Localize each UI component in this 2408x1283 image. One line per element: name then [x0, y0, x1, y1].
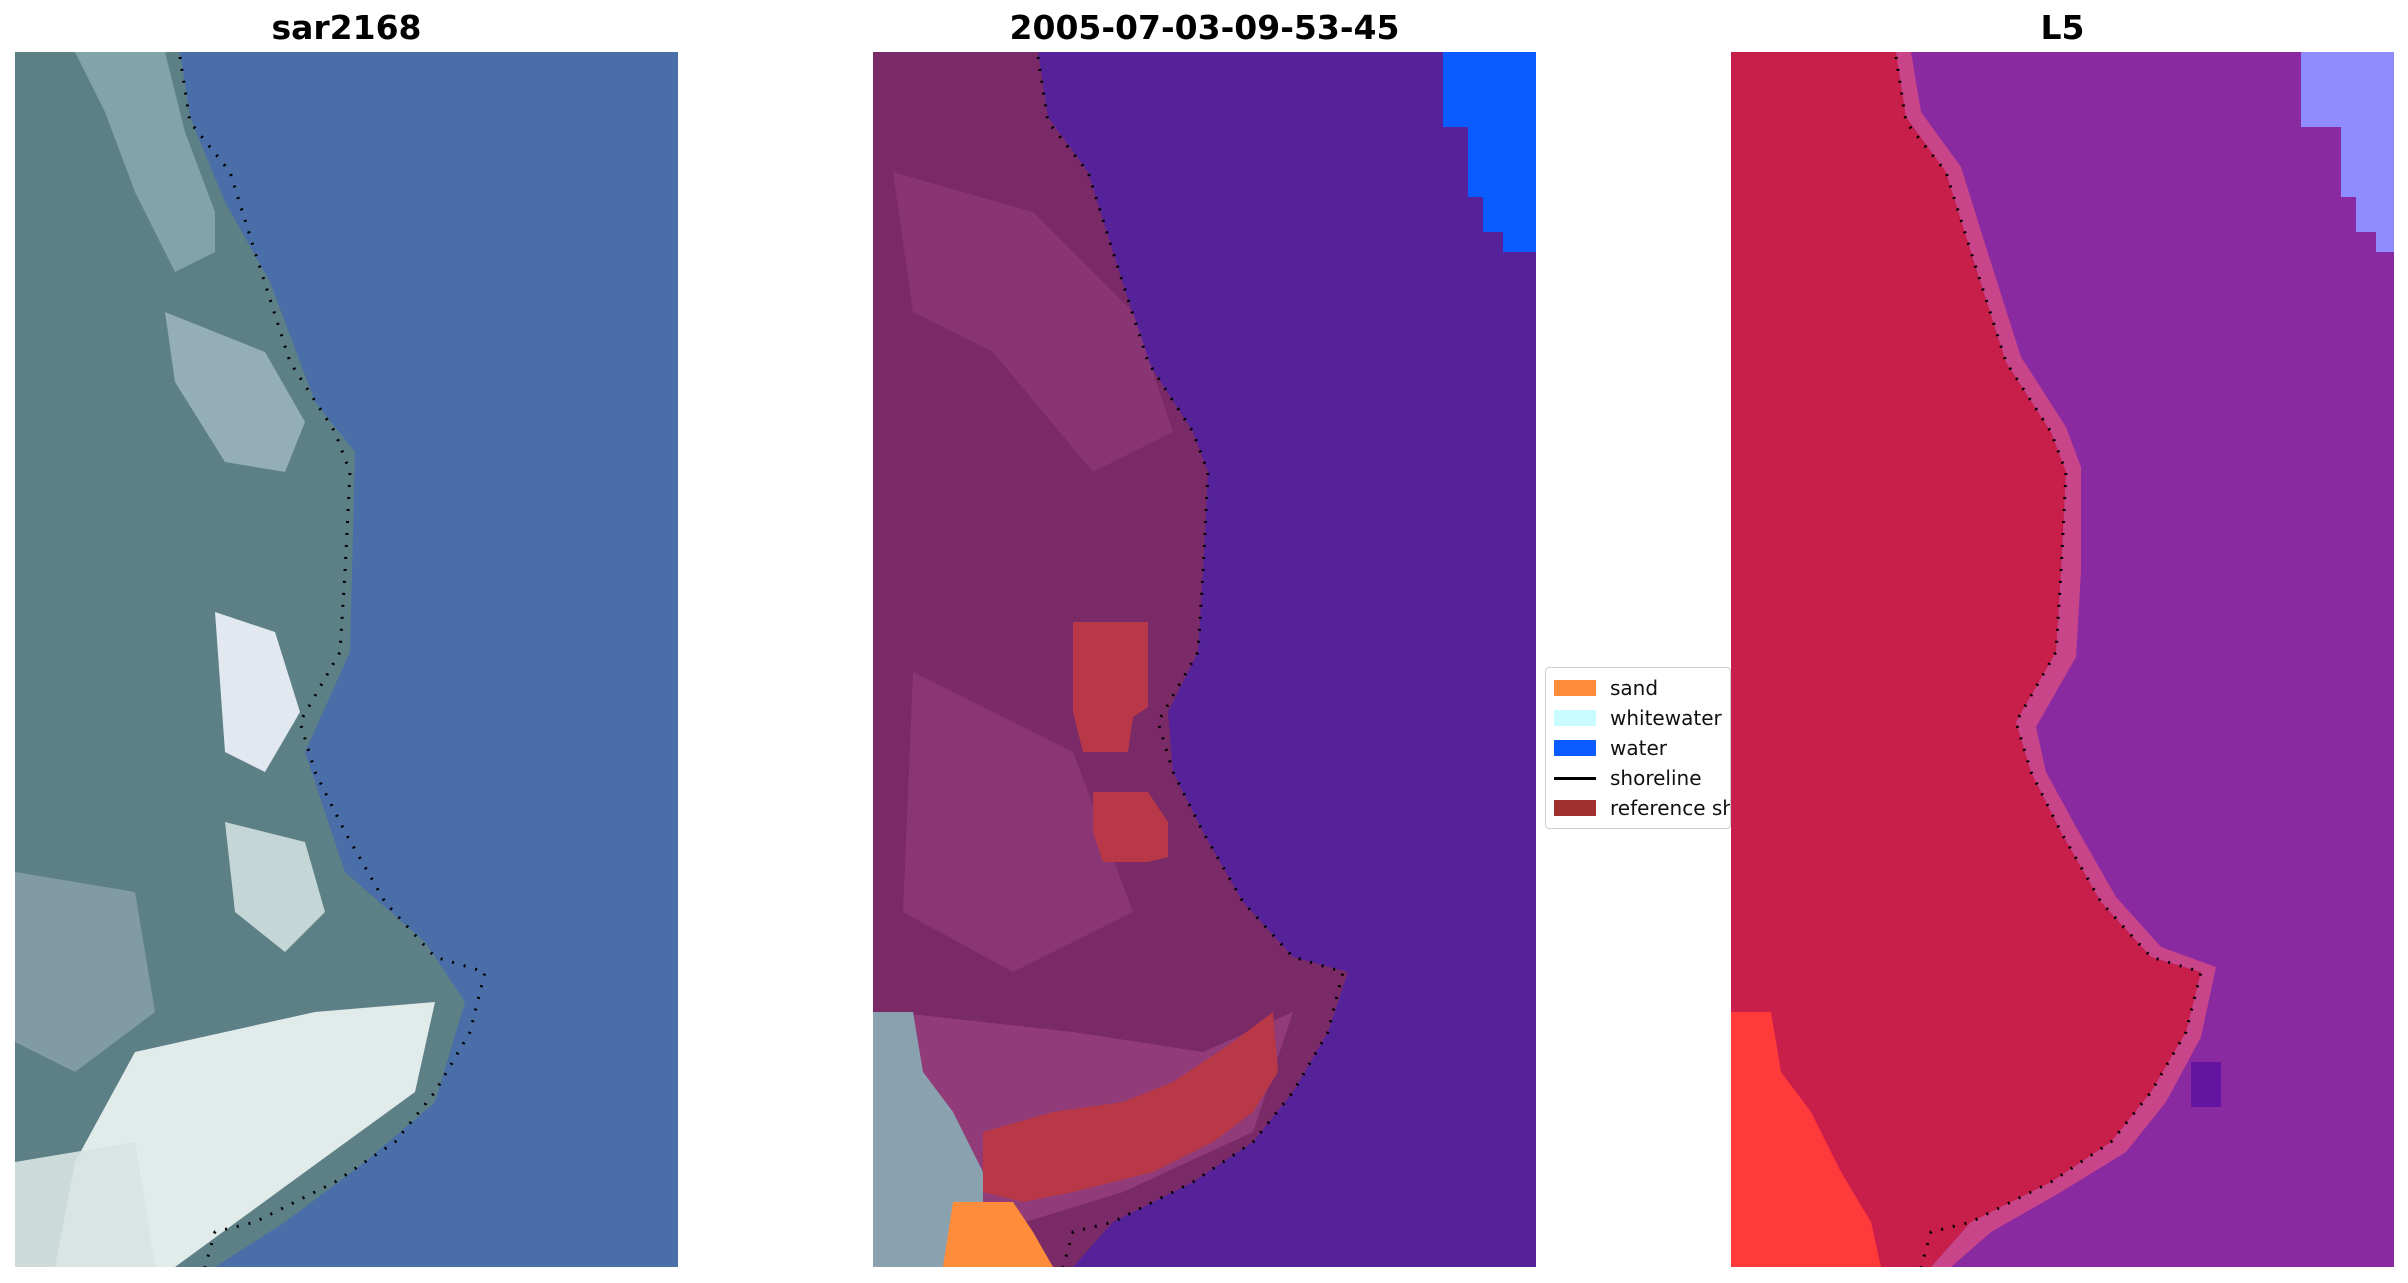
shoreline [1894, 56, 2203, 1267]
l5-panel [1731, 52, 2394, 1267]
l5-image [1731, 52, 2394, 1267]
bright-patch [225, 822, 325, 952]
legend-item-sand: sand [1554, 674, 1730, 702]
bright-patch [165, 312, 305, 472]
legend-line-shoreline [1554, 776, 1596, 780]
bright-patch [75, 52, 215, 272]
classification-image [873, 52, 1536, 1267]
bright-patch [15, 1142, 155, 1267]
class-water-blue [1443, 52, 1536, 252]
legend-label-shoreline: shoreline [1610, 766, 1702, 790]
panel-title-rgb: sar2168 [271, 8, 422, 47]
class-ref [1093, 792, 1168, 862]
shoreline [178, 56, 487, 1267]
l5-blue [2301, 52, 2394, 252]
l5-shore-band [1896, 52, 2216, 1267]
class-ref [983, 1012, 1278, 1202]
class-ref [1073, 622, 1148, 752]
bright-patch [15, 872, 155, 1072]
shoreline [1036, 56, 1345, 1267]
l5-dark-patch [2191, 1062, 2221, 1107]
legend-label-water: water [1610, 736, 1667, 760]
legend-item-whitewater: whitewater [1554, 704, 1730, 732]
legend-label-reference-shoreline: reference shoreline [1610, 796, 1730, 820]
legend-item-water: water [1554, 734, 1730, 762]
legend-swatch-water [1554, 740, 1596, 756]
legend-label-sand: sand [1610, 676, 1659, 700]
rgb-image-panel [15, 52, 678, 1267]
l5-ref-red [1731, 1012, 1881, 1267]
land-shade [893, 172, 1173, 472]
legend-swatch-reference-shoreline [1554, 800, 1596, 816]
legend: sand whitewater water shoreline referenc… [1545, 667, 1731, 829]
rgb-image [15, 52, 678, 1267]
bright-patch [215, 612, 300, 772]
l5-land [1731, 52, 2201, 1267]
class-sand [943, 1202, 1053, 1267]
legend-item-reference-shoreline: reference shoreline [1554, 794, 1730, 822]
legend-item-shoreline: shoreline [1554, 764, 1730, 792]
land-shade [903, 672, 1133, 972]
legend-label-whitewater: whitewater [1610, 706, 1722, 730]
bright-patch [55, 1002, 435, 1267]
classification-panel [873, 52, 1536, 1267]
panel-title-classification: 2005-07-03-09-53-45 [1009, 8, 1400, 47]
legend-swatch-sand [1554, 680, 1596, 696]
legend-swatch-whitewater [1554, 710, 1596, 726]
panel-title-l5: L5 [2040, 8, 2085, 47]
